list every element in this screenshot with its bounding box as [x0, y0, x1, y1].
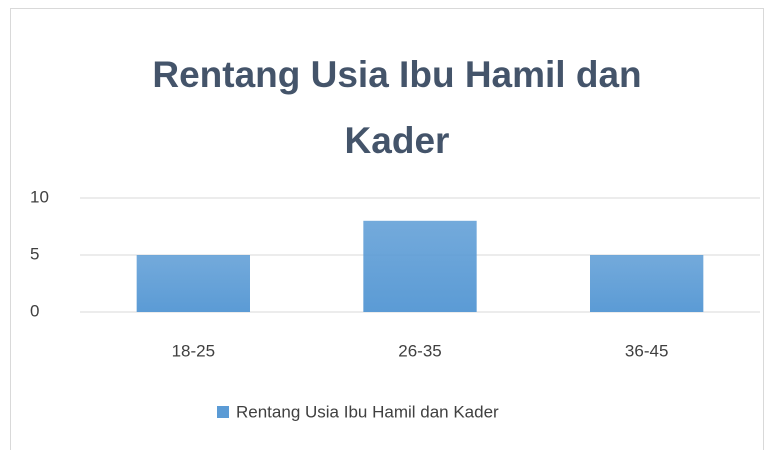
x-tick-label: 18-25	[172, 341, 215, 360]
chart-border	[10, 8, 764, 450]
y-tick-label: 5	[30, 244, 39, 263]
x-tick-label: 36-45	[625, 341, 668, 360]
bar	[363, 220, 477, 312]
chart-title: Rentang Usia Ibu Hamil dan Kader	[152, 54, 642, 161]
bar	[136, 255, 250, 312]
legend-label: Rentang Usia Ibu Hamil dan Kader	[236, 402, 499, 421]
y-tick-label: 10	[30, 187, 49, 206]
y-tick-label: 0	[30, 301, 39, 320]
bar	[590, 255, 704, 312]
x-tick-label: 26-35	[398, 341, 441, 360]
legend-swatch	[217, 406, 229, 418]
